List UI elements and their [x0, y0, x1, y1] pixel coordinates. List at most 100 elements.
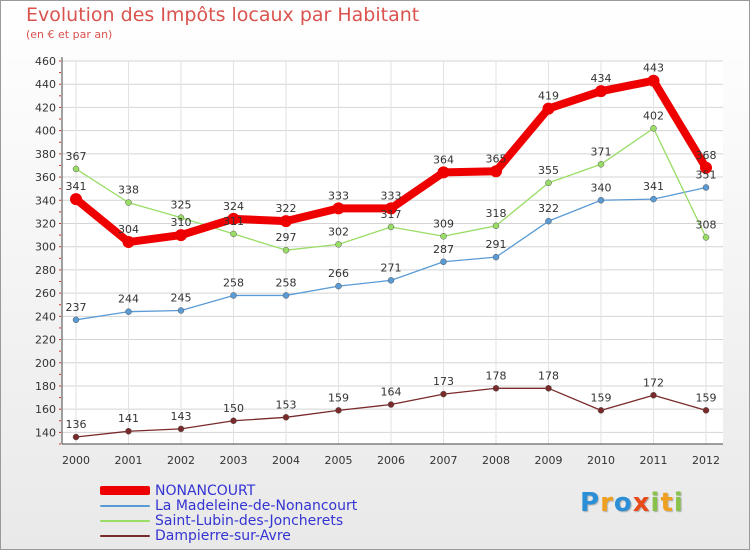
y-tick-label: 380	[35, 148, 56, 161]
x-tick-label: 2008	[482, 454, 510, 467]
data-label: 308	[696, 218, 717, 231]
data-point	[125, 308, 132, 315]
data-point	[595, 85, 607, 98]
data-label: 317	[381, 208, 402, 221]
data-label: 365	[486, 152, 507, 165]
y-tick-label: 220	[35, 334, 56, 347]
data-label: 237	[66, 301, 87, 314]
data-point	[437, 166, 450, 179]
data-label: 371	[591, 145, 612, 158]
y-tick-label: 360	[35, 171, 56, 184]
data-label: 443	[643, 62, 664, 75]
legend-swatch	[100, 535, 150, 537]
data-label: 364	[433, 153, 454, 166]
data-point	[492, 385, 500, 392]
y-tick-label: 440	[35, 78, 56, 91]
x-tick-label: 2004	[272, 454, 300, 467]
data-label: 150	[223, 402, 244, 415]
data-point	[647, 74, 660, 87]
data-label: 325	[171, 199, 192, 212]
data-point	[177, 214, 185, 221]
data-point	[177, 425, 185, 433]
logo-letter: P	[580, 488, 601, 518]
y-tick-label: 140	[35, 426, 56, 439]
data-point	[545, 217, 552, 225]
data-label: 136	[66, 418, 87, 431]
data-point	[335, 241, 342, 248]
legend-swatch	[100, 520, 150, 522]
legend-label: Saint-Lubin-des-Joncherets	[155, 513, 344, 529]
x-tick-label: 2009	[535, 454, 563, 467]
logo-letter: o	[613, 488, 633, 518]
y-tick-label: 320	[35, 217, 56, 230]
data-label: 287	[433, 243, 454, 256]
y-tick-label: 340	[35, 194, 56, 207]
data-point	[122, 236, 135, 249]
data-label: 341	[66, 180, 87, 193]
data-label: 244	[118, 293, 139, 306]
data-label: 309	[433, 217, 454, 230]
data-point	[335, 282, 342, 290]
data-point	[385, 202, 397, 215]
data-point	[492, 222, 500, 230]
logo-letter: i	[650, 488, 661, 518]
data-point	[597, 161, 605, 168]
proxiti-logo: Proxiti	[580, 488, 684, 518]
y-tick-label: 400	[35, 125, 56, 138]
data-label: 178	[538, 369, 559, 382]
data-label: 311	[223, 215, 244, 228]
legend-label: NONANCOURT	[155, 483, 256, 499]
logo-letter: x	[632, 488, 651, 518]
legend-label: Dampierre-sur-Avre	[155, 528, 291, 544]
data-point	[597, 197, 605, 204]
data-point	[542, 102, 555, 115]
x-tick-label: 2001	[115, 454, 143, 467]
data-label: 143	[171, 410, 192, 423]
data-point	[175, 229, 187, 242]
data-label: 159	[696, 391, 717, 404]
data-point	[650, 392, 657, 399]
legend-label: La Madeleine-de-Nonancourt	[155, 498, 358, 514]
data-label: 333	[381, 189, 402, 202]
data-label: 304	[118, 223, 139, 236]
data-label: 159	[328, 391, 349, 404]
data-label: 351	[696, 169, 717, 182]
data-label: 310	[171, 216, 192, 229]
data-point	[230, 417, 237, 425]
data-label: 355	[538, 164, 559, 177]
data-point	[440, 258, 447, 266]
data-label: 338	[118, 184, 139, 197]
data-label: 368	[696, 149, 717, 162]
data-label: 297	[276, 231, 297, 244]
data-label: 341	[643, 180, 664, 193]
data-label: 266	[328, 267, 349, 280]
y-tick-label: 180	[35, 380, 56, 393]
data-point	[280, 215, 292, 228]
data-point	[72, 433, 80, 441]
data-point	[72, 316, 80, 324]
y-tick-label: 260	[35, 287, 56, 300]
data-point	[125, 427, 132, 435]
data-point	[282, 246, 290, 254]
data-point	[387, 277, 395, 284]
data-point	[702, 184, 710, 191]
data-label: 164	[381, 386, 402, 399]
data-label: 245	[171, 292, 192, 305]
data-point	[702, 234, 710, 241]
data-point	[440, 390, 447, 398]
x-tick-label: 2011	[640, 454, 668, 467]
data-label: 367	[66, 150, 87, 163]
data-label: 159	[591, 391, 612, 404]
data-label: 322	[276, 202, 297, 215]
y-tick-label: 160	[35, 403, 56, 416]
data-point	[282, 292, 290, 299]
data-point	[125, 199, 132, 206]
y-tick-label: 280	[35, 264, 56, 277]
data-point	[490, 165, 502, 178]
data-label: 402	[643, 109, 664, 122]
chart-title: Evolution des Impôts locaux par Habitant	[26, 4, 420, 26]
data-label: 271	[381, 261, 402, 274]
data-point	[545, 179, 552, 187]
legend-swatch	[100, 486, 150, 495]
